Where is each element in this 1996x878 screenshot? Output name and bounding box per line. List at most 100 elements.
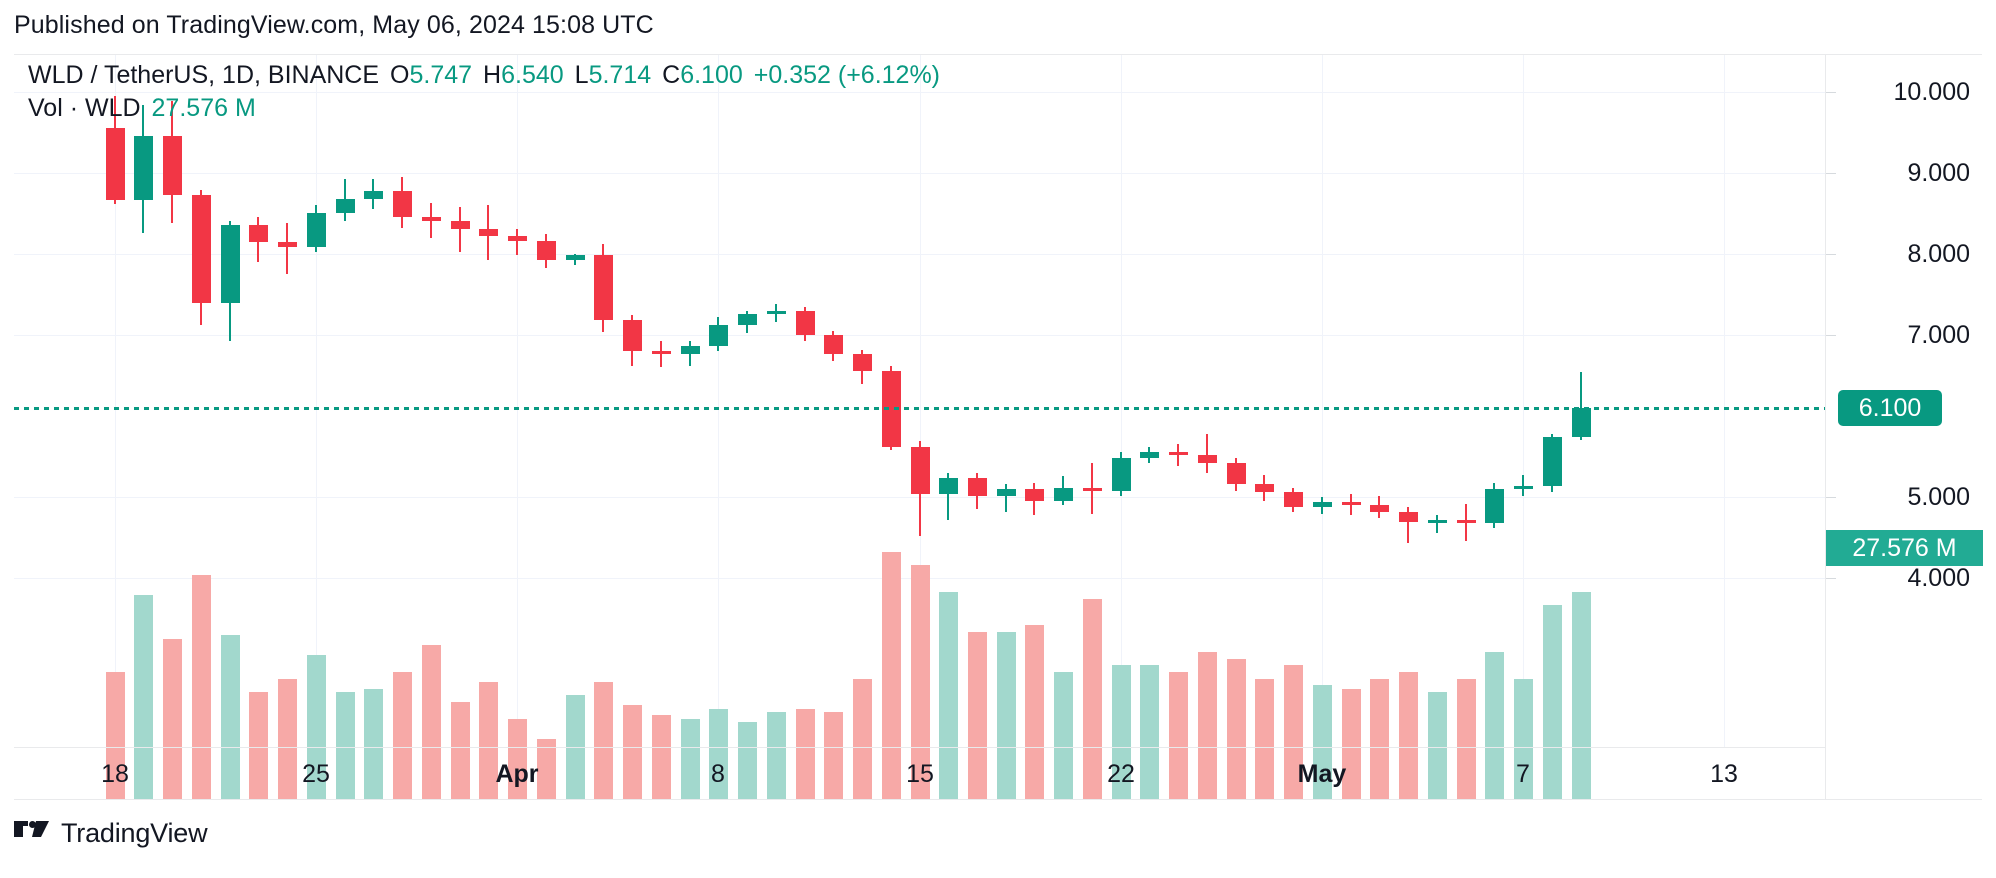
volume-bar (478, 682, 498, 799)
time-tick-label: 22 (1107, 760, 1135, 788)
volume-bar (996, 632, 1016, 799)
candle-body (1226, 463, 1246, 485)
candle-body (852, 354, 872, 371)
candle-body (536, 240, 556, 260)
candle-body (680, 346, 700, 355)
candle-body (938, 477, 958, 495)
time-tick-label: 25 (302, 760, 330, 788)
candle-body (191, 195, 211, 303)
volume-bar (1197, 652, 1217, 799)
volume-bar (450, 702, 470, 799)
volume-bar (881, 552, 901, 799)
volume-bar (1283, 665, 1303, 799)
price-tick-dash (1826, 92, 1836, 93)
price-tick-label: 10.000 (1893, 78, 1970, 106)
candle-wick (1436, 515, 1438, 534)
candle-wick (459, 206, 461, 253)
volume-bar (910, 565, 930, 799)
tradingview-brand-text: TradingView (61, 818, 208, 848)
price-axis[interactable]: 6.100 27.576 M 10.000 9.000 8.000 7.000 5.00… (1825, 55, 1983, 799)
candle-body (507, 235, 527, 241)
candle-body (248, 225, 268, 242)
candle-wick (947, 472, 949, 521)
candle-body (1111, 458, 1131, 491)
time-tick-label: Apr (495, 760, 539, 788)
volume-bar (1513, 679, 1533, 799)
published-caption: Published on TradingView.com, May 06, 20… (14, 11, 654, 39)
volume-bar (421, 645, 441, 799)
candle-body (1139, 451, 1159, 459)
current-price-badge: 6.100 (1838, 390, 1942, 426)
volume-bar (1111, 665, 1131, 799)
candle-body (1053, 487, 1073, 501)
time-tick-label: 18 (101, 760, 129, 788)
candle-body (1398, 511, 1418, 522)
candle-body (220, 225, 240, 303)
volume-bar (651, 715, 671, 799)
volume-bar (1369, 679, 1389, 799)
volume-bar (133, 595, 153, 799)
grid-line-vertical (1523, 55, 1524, 747)
volume-bar (1427, 692, 1447, 799)
grid-line-horizontal (14, 92, 1825, 93)
candle-wick (286, 223, 288, 275)
candle-body (478, 229, 498, 236)
candle-wick (1005, 484, 1007, 512)
volume-bar (823, 712, 843, 799)
candle-body (766, 310, 786, 314)
time-tick-label: 7 (1516, 760, 1530, 788)
candle-body (335, 198, 355, 214)
candle-wick (516, 229, 518, 256)
chart-container[interactable]: 18 25 Apr 8 15 22 May 7 13 6.100 27.576 M 10.000… (14, 54, 1983, 800)
time-tick-label: 13 (1710, 760, 1738, 788)
candle-body (565, 255, 585, 260)
grid-line-vertical (517, 55, 518, 747)
candle-body (450, 221, 470, 230)
volume-bar (1398, 672, 1418, 799)
volume-bar (1542, 605, 1562, 799)
candle-body (1312, 502, 1332, 508)
tradingview-logo-icon (14, 821, 50, 845)
candle-body (1513, 485, 1533, 490)
volume-bar (1082, 599, 1102, 799)
candle-body (996, 489, 1016, 496)
grid-line-vertical (920, 55, 921, 747)
candle-body (1484, 489, 1504, 524)
candle-wick (1407, 507, 1409, 543)
price-tick-dash (1826, 578, 1836, 579)
price-tick-dash (1826, 173, 1836, 174)
volume-bar (795, 709, 815, 799)
time-tick-label: 8 (711, 760, 725, 788)
volume-bar (536, 739, 556, 799)
candle-body (105, 128, 125, 201)
grid-line-horizontal (14, 173, 1825, 174)
volume-bar (766, 712, 786, 799)
grid-line-vertical (718, 55, 719, 747)
time-tick-label: 15 (906, 760, 934, 788)
price-tick-dash (1826, 254, 1836, 255)
candle-body (1542, 437, 1562, 486)
volume-bar (1226, 659, 1246, 799)
volume-bar (162, 639, 182, 799)
candle-body (1456, 520, 1476, 524)
candle-body (1168, 451, 1188, 456)
tradingview-footer[interactable]: TradingView (14, 816, 208, 850)
chart-plot-area[interactable] (14, 55, 1825, 799)
candle-body (363, 190, 383, 199)
candle-body (1024, 489, 1044, 501)
candle-body (162, 136, 182, 196)
volume-bar (105, 672, 125, 799)
candle-body (1427, 520, 1447, 524)
candle-body (306, 213, 326, 248)
volume-bar (1254, 679, 1274, 799)
candle-body (910, 447, 930, 495)
volume-bar (1053, 672, 1073, 799)
candle-body (651, 351, 671, 355)
time-axis[interactable]: 18 25 Apr 8 15 22 May 7 13 (14, 747, 1825, 799)
volume-bar (335, 692, 355, 799)
volume-bar (1168, 672, 1188, 799)
candle-body (737, 313, 757, 326)
volume-bar (852, 679, 872, 799)
volume-bar (737, 722, 757, 799)
candle-body (421, 216, 441, 222)
